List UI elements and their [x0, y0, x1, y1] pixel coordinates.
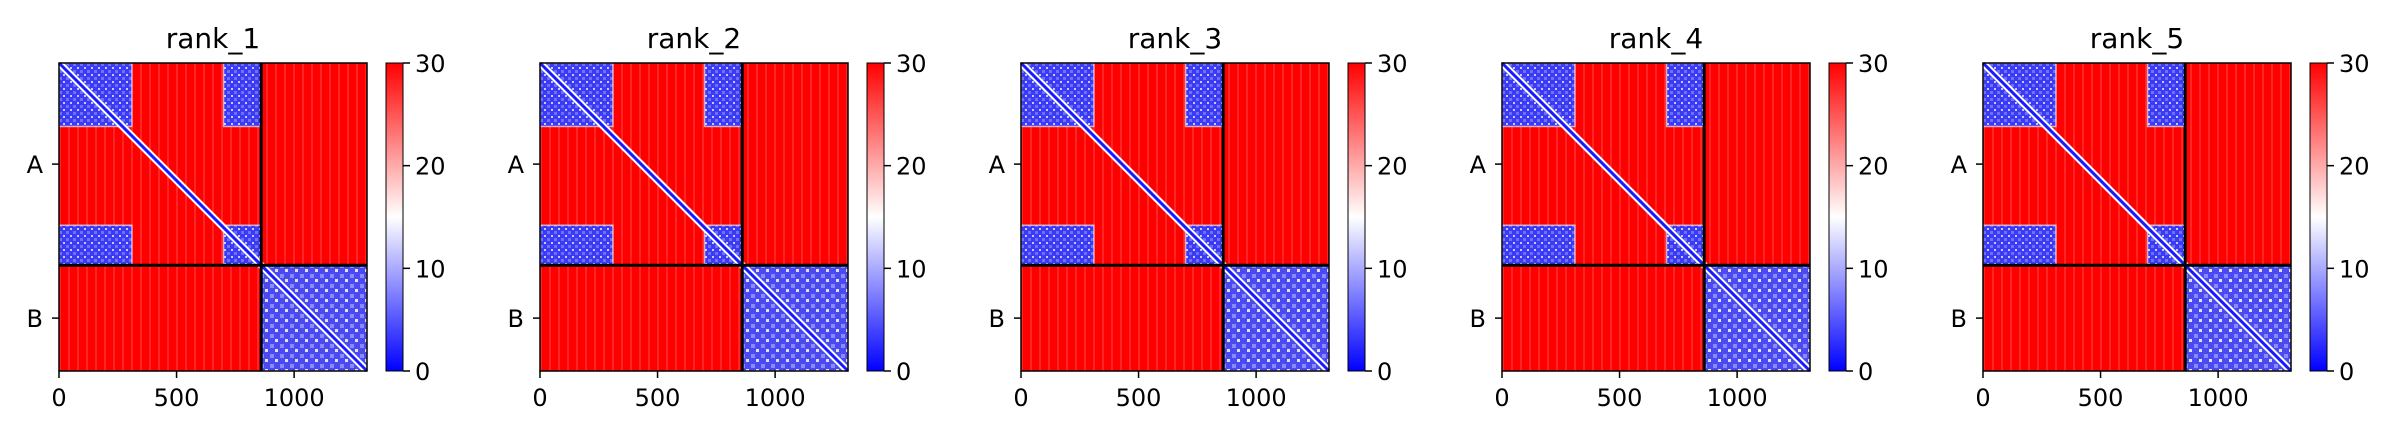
colorbar-tick-label: 20	[896, 153, 927, 181]
panel-title: rank_4	[1609, 22, 1703, 55]
colorbar-gradient	[385, 62, 404, 372]
colorbar-tick-label: 0	[2339, 358, 2354, 386]
colorbar-tick-label: 0	[896, 358, 911, 386]
chain-label: A	[508, 151, 525, 179]
low-error-block	[1021, 225, 1094, 266]
x-tick-label: 500	[635, 384, 681, 412]
x-tick-label: 1000	[1707, 384, 1768, 412]
colorbar-tick-label: 20	[1377, 153, 1408, 181]
colorbar-tick-label: 10	[415, 255, 446, 283]
low-error-block	[540, 225, 613, 266]
colorbar: 0 10 20 30	[1828, 50, 1889, 386]
low-error-block	[704, 63, 743, 127]
low-error-block	[1185, 63, 1224, 127]
low-error-block	[223, 63, 262, 127]
chain-label: A	[989, 151, 1006, 179]
panel: rank_3 0 500 1000 A B 0 10 20 30	[989, 22, 1408, 412]
low-error-block	[1666, 63, 1705, 127]
colorbar-tick-label: 30	[415, 50, 446, 78]
axes-frame	[58, 62, 368, 372]
colorbar-tick-label: 10	[896, 255, 927, 283]
colorbar-tick-label: 30	[896, 50, 927, 78]
colorbar-gradient	[1828, 62, 1847, 372]
x-tick-label: 1000	[2188, 384, 2249, 412]
colorbar: 0 10 20 30	[2309, 50, 2370, 386]
colorbar-gradient	[866, 62, 885, 372]
chain-label: A	[1470, 151, 1487, 179]
colorbar: 0 10 20 30	[385, 50, 446, 386]
x-tick-label: 500	[154, 384, 200, 412]
colorbar-tick-label: 30	[2339, 50, 2370, 78]
axes-frame	[539, 62, 849, 372]
x-tick-label: 500	[2078, 384, 2124, 412]
panel: rank_1 0 500 1000 A B 0 10 20 30	[27, 22, 446, 412]
low-error-block	[1502, 225, 1575, 266]
colorbar: 0 10 20 30	[866, 50, 927, 386]
colorbar-tick-label: 0	[1377, 358, 1392, 386]
x-tick-label: 500	[1597, 384, 1643, 412]
colorbar-tick-label: 10	[2339, 255, 2370, 283]
panel: rank_4 0 500 1000 A B 0 10 20 30	[1470, 22, 1889, 412]
colorbar-gradient	[2309, 62, 2328, 372]
x-tick-label: 1000	[1226, 384, 1287, 412]
colorbar: 0 10 20 30	[1347, 50, 1408, 386]
chain-label: B	[1951, 305, 1967, 333]
colorbar-tick-label: 10	[1377, 255, 1408, 283]
diagonal	[1500, 61, 1812, 373]
panel: rank_2 0 500 1000 A B 0 10 20 30	[508, 22, 927, 412]
diagonal	[538, 61, 850, 373]
x-tick-label: 0	[51, 384, 66, 412]
diagonal	[1981, 61, 2293, 373]
colorbar-tick-label: 0	[415, 358, 430, 386]
colorbar-tick-label: 30	[1858, 50, 1889, 78]
axes-frame	[1501, 62, 1811, 372]
colorbar-tick-label: 30	[1377, 50, 1408, 78]
x-tick-label: 1000	[264, 384, 325, 412]
x-tick-label: 0	[532, 384, 547, 412]
chain-label: B	[508, 305, 524, 333]
panel-title: rank_3	[1128, 22, 1222, 55]
x-tick-label: 1000	[745, 384, 806, 412]
colorbar-gradient	[1347, 62, 1366, 372]
diagonal	[57, 61, 369, 373]
low-error-block	[2147, 63, 2186, 127]
colorbar-tick-label: 20	[1858, 153, 1889, 181]
chain-label: A	[1951, 151, 1968, 179]
panel-title: rank_5	[2090, 22, 2184, 55]
axes-frame	[1020, 62, 1330, 372]
panel-title: rank_2	[647, 22, 741, 55]
colorbar-tick-label: 20	[2339, 153, 2370, 181]
x-tick-label: 0	[1975, 384, 1990, 412]
x-tick-label: 500	[1116, 384, 1162, 412]
chain-label: B	[1470, 305, 1486, 333]
panel: rank_5 0 500 1000 A B 0 10 20 30	[1951, 22, 2370, 412]
colorbar-tick-label: 20	[415, 153, 446, 181]
colorbar-tick-label: 0	[1858, 358, 1873, 386]
chain-label: B	[27, 305, 43, 333]
chain-label: A	[27, 151, 44, 179]
low-error-block	[59, 225, 132, 266]
low-error-block	[1983, 225, 2056, 266]
chain-label: B	[989, 305, 1005, 333]
x-tick-label: 0	[1494, 384, 1509, 412]
diagonal	[1019, 61, 1331, 373]
axes-frame	[1982, 62, 2292, 372]
x-tick-label: 0	[1013, 384, 1028, 412]
panel-title: rank_1	[166, 22, 260, 55]
colorbar-tick-label: 10	[1858, 255, 1889, 283]
